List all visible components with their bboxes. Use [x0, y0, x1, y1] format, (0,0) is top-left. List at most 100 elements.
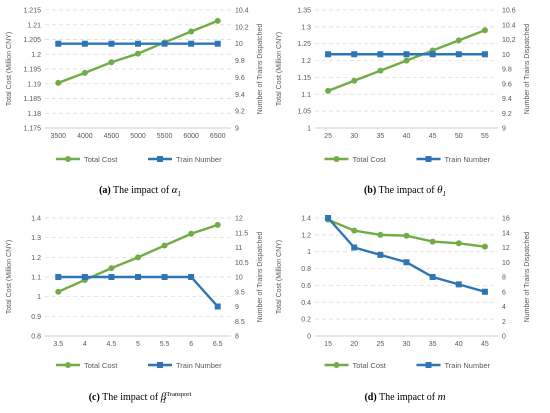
y-tick-label: 1.215	[23, 8, 41, 15]
y2-tick-label: 10	[235, 275, 243, 282]
y2-tick-label: 9.6	[235, 75, 245, 82]
y-tick-label: 1.25	[297, 41, 311, 48]
y2-tick-label: 9	[235, 304, 239, 311]
caption-subscript: 1	[162, 397, 166, 405]
panel-caption: (c) The impact of βTransport 1	[89, 391, 192, 405]
caption-symbol: α	[172, 184, 178, 196]
legend-label: Train Number	[445, 155, 491, 164]
y2-tick-label: 8	[235, 334, 239, 341]
train-number-point	[351, 244, 358, 251]
total-cost-point	[214, 221, 221, 228]
x-tick-label: 3500	[50, 133, 66, 140]
train-number-point	[377, 251, 384, 258]
train-number-point	[135, 40, 141, 47]
train-number-point	[108, 274, 115, 280]
train-number-point	[325, 51, 332, 58]
x-tick-label: 3.5	[53, 341, 63, 348]
y-tick-label: 1.2	[301, 232, 311, 239]
chart-panel-d: 0 0.2 0.4 0.6 0.8 1 1.2 1.4 0 2 4 6 8 10 12 14 16 15 20 25 3…	[276, 215, 531, 403]
y2-tick-label: 9.8	[235, 58, 245, 65]
total-cost-point	[108, 265, 115, 272]
total-cost-point	[108, 59, 115, 66]
total-cost-point	[55, 288, 62, 295]
y2-tick-label: 11	[235, 245, 242, 252]
legend-label: Train Number	[445, 361, 491, 370]
x-tick-label: 45	[481, 341, 489, 348]
y2-tick-label: 9.4	[502, 96, 512, 103]
y-tick-label: 1.4	[31, 216, 41, 223]
y2-axis-label: Number of Trains Dispatched	[257, 232, 264, 323]
x-tick-label: 4.5	[107, 341, 117, 348]
y2-tick-label: 8	[502, 275, 506, 282]
legend-label: Total Cost	[84, 155, 118, 164]
train-number-point	[135, 274, 141, 280]
total-cost-point	[325, 87, 332, 94]
y-tick-label: 1.205	[23, 37, 41, 44]
y-tick-label: 1.4	[301, 216, 311, 223]
y-tick-label: 1.2	[31, 52, 41, 59]
y2-tick-label: 9.2	[235, 109, 245, 116]
train-number-point	[161, 274, 168, 280]
x-tick-label: 6000	[183, 133, 199, 140]
y2-tick-label: 9.2	[502, 111, 512, 118]
legend-label: Total Cost	[353, 361, 387, 370]
x-tick-label: 5500	[157, 133, 173, 140]
legend-label: Train Number	[176, 361, 222, 370]
y2-tick-label: 4	[502, 304, 506, 311]
train-number-point	[481, 288, 488, 295]
y-tick-label: 0.8	[301, 266, 311, 273]
caption-superscript: Transport	[166, 391, 191, 398]
total-cost-point	[377, 67, 384, 74]
total-cost-point	[429, 238, 436, 245]
y2-tick-label: 9.8	[502, 67, 512, 74]
x-tick-label: 30	[350, 133, 358, 140]
y-tick-label: 1.19	[27, 81, 41, 88]
y2-axis-label: Number of Trains Dispatched	[524, 24, 531, 115]
total-cost-point	[455, 240, 462, 247]
y2-tick-label: 10.4	[502, 22, 516, 29]
y2-tick-label: 11.5	[235, 230, 248, 237]
train-number-point	[214, 303, 221, 310]
total-cost-point	[351, 227, 358, 234]
y-tick-label: 1	[37, 294, 41, 301]
train-number-point	[108, 40, 115, 47]
legend-marker	[333, 362, 340, 368]
y-tick-label: 1.05	[297, 109, 311, 116]
total-cost-point	[55, 79, 62, 86]
y2-tick-label: 12	[502, 245, 510, 252]
y-tick-label: 1.2	[301, 58, 311, 65]
legend-label: Train Number	[176, 155, 222, 164]
y-tick-label: 1.21	[27, 22, 41, 29]
legend-marker	[157, 156, 163, 162]
x-tick-label: 6	[189, 341, 193, 348]
y-tick-label: 0.8	[31, 334, 41, 341]
train-number-point	[188, 40, 195, 47]
x-tick-label: 25	[376, 341, 384, 348]
y2-tick-label: 16	[502, 216, 510, 223]
x-tick-label: 55	[481, 133, 489, 140]
y2-tick-label: 9	[502, 126, 506, 133]
y2-tick-label: 10	[235, 41, 243, 48]
y2-tick-label: 10	[502, 260, 510, 267]
legend-label: Total Cost	[353, 155, 387, 164]
total-cost-point	[403, 232, 410, 239]
total-cost-point	[455, 37, 462, 44]
x-tick-label: 5.5	[160, 341, 170, 348]
y2-tick-label: 9.5	[235, 289, 245, 296]
y-axis-label: Total Cost (Million CNY)	[6, 32, 13, 106]
y-tick-label: 0.2	[301, 317, 311, 324]
x-tick-label: 4000	[77, 133, 93, 140]
panel-caption: (d) The impact of m	[364, 391, 445, 403]
x-tick-label: 4	[83, 341, 87, 348]
legend-marker	[65, 156, 71, 162]
y2-tick-label: 0	[502, 334, 506, 341]
chart-panel-a: 1.175 1.18 1.185 1.19 1.195 1.2 1.205 1.21 1.215…	[6, 8, 264, 199]
legend-marker	[157, 362, 163, 368]
y2-tick-label: 2	[502, 319, 506, 326]
total-cost-point	[135, 50, 141, 57]
y2-tick-label: 9.6	[502, 81, 512, 88]
y2-tick-label: 9	[235, 126, 239, 133]
caption-label: (a)	[99, 185, 111, 196]
y-tick-label: 1.2	[31, 255, 41, 262]
y-axis-label: Total Cost (Million CNY)	[276, 240, 283, 314]
